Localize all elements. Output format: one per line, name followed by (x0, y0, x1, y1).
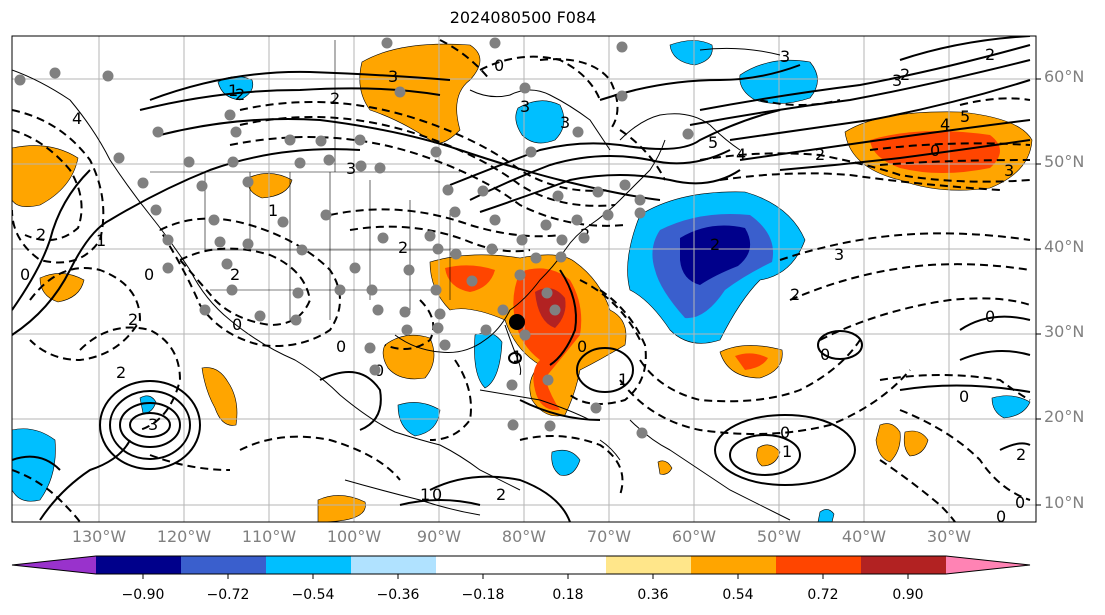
svg-text:1: 1 (618, 370, 628, 389)
svg-text:1: 1 (782, 442, 792, 461)
lat-label: 20°N (1044, 407, 1085, 426)
colorbar-segment (861, 556, 946, 574)
colorbar-segment (606, 556, 691, 574)
colorbar-tick-label: 0.36 (637, 587, 669, 603)
svg-text:0: 0 (930, 141, 940, 160)
svg-text:3: 3 (780, 47, 790, 66)
map-title: 2024080500 F084 (449, 8, 597, 27)
lat-label: 40°N (1044, 237, 1085, 256)
svg-text:3: 3 (388, 67, 398, 86)
svg-text:5: 5 (960, 107, 970, 126)
colorbar-tick-label: −0.36 (376, 587, 420, 603)
svg-text:2: 2 (330, 89, 340, 108)
colorbar-tick-label: 0.72 (807, 587, 839, 603)
colorbar-segment (691, 556, 776, 574)
lon-label: 100°W (326, 527, 382, 546)
svg-text:1: 1 (268, 201, 278, 220)
svg-text:0: 0 (959, 387, 969, 406)
svg-text:0: 0 (996, 507, 1006, 526)
svg-text:4: 4 (72, 109, 82, 128)
borders (150, 40, 460, 320)
lon-label: 40°W (841, 527, 887, 546)
svg-text:2: 2 (398, 238, 408, 257)
svg-text:3: 3 (834, 245, 844, 264)
svg-text:2: 2 (900, 65, 910, 84)
lat-label: 60°N (1044, 67, 1085, 86)
lon-label: 50°W (756, 527, 802, 546)
colorbar-segment (351, 556, 436, 574)
colorbar-segment (181, 556, 266, 574)
lon-label: 80°W (501, 527, 547, 546)
colorbar-outline (11, 555, 1031, 575)
lat-label: 50°N (1044, 152, 1085, 171)
colorbar-low-extension (12, 556, 96, 574)
svg-text:0: 0 (336, 337, 346, 356)
svg-text:2: 2 (116, 363, 126, 382)
colorbar-segment (266, 556, 351, 574)
lon-label: 130°W (71, 527, 127, 546)
svg-text:2: 2 (128, 310, 138, 329)
coastlines (12, 47, 791, 521)
svg-text:2: 2 (985, 45, 995, 64)
svg-text:3: 3 (560, 113, 570, 132)
lon-label: 110°W (241, 527, 297, 546)
svg-text:4: 4 (940, 115, 950, 134)
svg-text:0: 0 (780, 423, 790, 442)
svg-text:1: 1 (96, 231, 106, 250)
svg-text:2: 2 (710, 235, 720, 254)
colorbar (11, 555, 1031, 579)
lon-label: 70°W (586, 527, 632, 546)
svg-text:3: 3 (346, 159, 356, 178)
colorbar-tick-label: −0.54 (291, 587, 335, 603)
plot-frame (11, 35, 1037, 523)
svg-text:0: 0 (20, 265, 30, 284)
svg-text:0: 0 (144, 265, 154, 284)
colorbar-high-extension (946, 556, 1030, 574)
colorbar-tick-label: 0.54 (722, 587, 754, 603)
black-station-marker (509, 314, 525, 330)
svg-text:2: 2 (790, 285, 800, 304)
colorbar-tick-label: 0.90 (892, 587, 924, 603)
observation-dots (14, 37, 694, 439)
svg-text:1: 1 (512, 347, 522, 366)
svg-text:2: 2 (1016, 445, 1026, 464)
lon-label: 90°W (416, 527, 462, 546)
lat-label: 30°N (1044, 322, 1085, 341)
svg-text:0: 0 (985, 307, 995, 326)
svg-text:2: 2 (230, 265, 240, 284)
colorbar-tick-label: −0.72 (206, 587, 250, 603)
lon-label: 60°W (671, 527, 717, 546)
svg-text:3: 3 (520, 97, 530, 116)
solid-contours (12, 36, 1031, 522)
svg-text:3: 3 (1004, 161, 1014, 180)
colorbar-tick-label: 0.18 (552, 587, 584, 603)
svg-text:0: 0 (494, 56, 504, 75)
svg-text:3: 3 (892, 71, 902, 90)
svg-text:1: 1 (420, 485, 430, 504)
svg-text:0: 0 (820, 345, 830, 364)
svg-text:4: 4 (736, 145, 746, 164)
svg-text:3: 3 (148, 415, 158, 434)
svg-text:0: 0 (432, 485, 442, 504)
lon-label: 120°W (156, 527, 212, 546)
colorbar-segment (96, 556, 181, 574)
svg-text:0: 0 (232, 315, 242, 334)
lat-label: 10°N (1044, 493, 1085, 512)
colorbar-segment (436, 556, 606, 574)
svg-text:5: 5 (708, 133, 718, 152)
colorbar-tick-label: −0.18 (461, 587, 505, 603)
tick-marks (1036, 78, 1041, 506)
svg-text:0: 0 (577, 337, 587, 356)
svg-text:2: 2 (235, 85, 245, 104)
colorbar-segment (776, 556, 861, 574)
svg-text:0: 0 (1015, 493, 1025, 512)
colorbar-tick-label: −0.90 (121, 587, 165, 603)
svg-text:2: 2 (815, 145, 825, 164)
svg-text:2: 2 (496, 485, 506, 504)
svg-text:2: 2 (36, 225, 46, 244)
svg-text:1: 1 (228, 81, 238, 100)
lon-label: 30°W (926, 527, 972, 546)
